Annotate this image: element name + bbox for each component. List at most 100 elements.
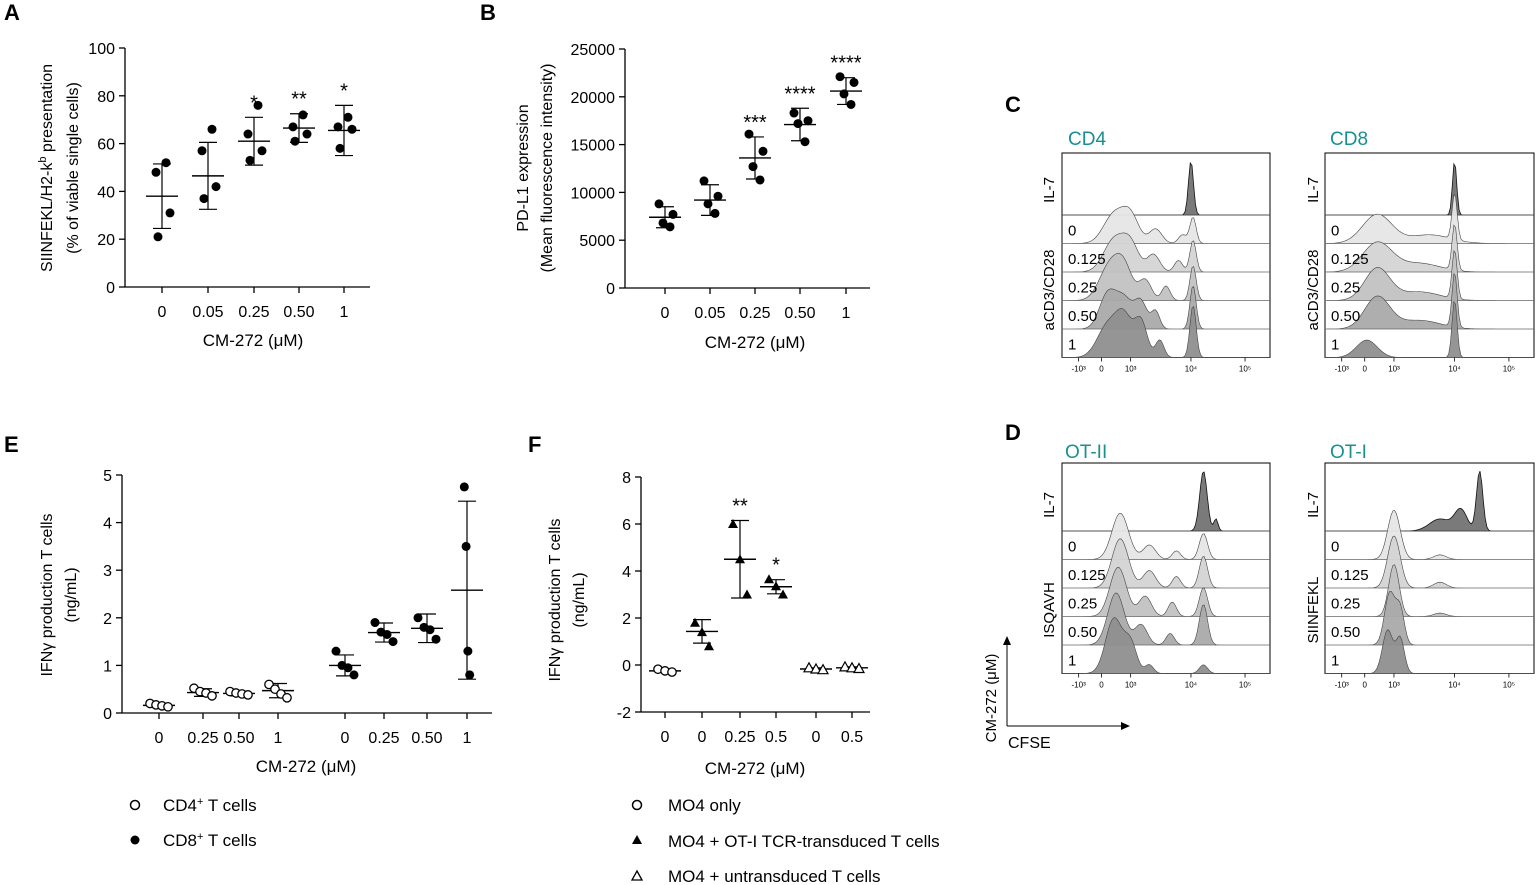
chart-f-point [778,589,788,599]
chart-b-xtick-label: 1 [842,305,851,322]
histD2-xtick-label: 10³ [1388,681,1400,690]
hist-c-cd8: 0 0.125 0.25 0.50 1 -10³ 0 10³ 10⁴ 10⁵ [1324,152,1535,374]
chart-f-point [802,661,816,673]
hist-d-left-title: OT-II [1065,442,1107,463]
chart-a-point [298,110,308,120]
histD2-xtick-label: -10³ [1335,681,1350,690]
chart-e-xtick-label: 0.50 [411,730,442,747]
histD1-row-label: 0.50 [1068,624,1097,641]
histD2-row-label: 0.50 [1331,624,1360,641]
hist-d-ot2: 0 0.125 0.25 0.50 1 -10³ 0 10³ 10⁴ 10⁵ [1061,462,1271,690]
chart-b-point [713,191,723,201]
histC1-row-label: 0.125 [1068,251,1106,268]
hist-c-left-side: aCD3/CD28 [1041,250,1058,331]
chart-f-point [838,660,852,672]
chart-f-point [809,662,823,674]
chart-a-significance: * [250,92,258,114]
legend-f-label-1: MO4 only [668,796,741,815]
hist-d-right-il7: IL-7 [1305,492,1322,518]
chart-a-xtick-label: 0.05 [192,304,223,321]
chart-e-point [463,646,473,656]
chart-e-point [461,541,471,551]
legend-f-label-2: MO4 + OT-I TCR-transduced T cells [668,832,940,851]
chart-a-xlabel: CM-272 (μM) [203,331,303,350]
legend-f-marker-2 [632,835,642,844]
chart-a-point [253,100,263,110]
chart-a-ylabel-2: (% of viable single cells) [65,82,82,254]
chart-f-xtick-label: 0.5 [765,729,787,746]
chart-b-ylabel-1: PD-L1 expression [515,104,532,231]
panel-label-f: F [528,432,541,457]
chart-f: IFNγ production T cells (ng/mL) CM-272 (… [547,470,940,885]
chart-f-point [816,663,830,675]
chart-a-point [343,112,353,122]
chart-a-ytick-label: 20 [97,232,115,249]
chart-b-point [699,176,709,186]
chart-e-point [465,670,475,680]
panel-label-b: B [480,0,496,25]
histC2-row-label: 0.25 [1331,280,1360,297]
hist-y-axis-label: CM-272 (μM) [983,654,1000,743]
chart-b-significance: **** [784,83,815,105]
chart-a-point [197,146,207,156]
histogram-panels: CD4 CD8 OT-II OT-I 0 0.125 0.25 0.50 1 -10³ 0 1… [983,129,1535,752]
chart-a-point [335,143,345,153]
legend-f-marker-3 [630,869,644,881]
chart-a-point [302,129,312,139]
hist-d-right-title: OT-I [1330,442,1367,463]
histD1-xtick-label: 10³ [1125,681,1137,690]
chart-f-point [704,641,714,651]
chart-b-ytick-label: 0 [606,281,615,298]
chart-e-ytick-label: 3 [103,563,112,580]
hist-c-right-il7: IL-7 [1305,177,1322,203]
chart-b-point [849,77,859,87]
chart-a-xtick-label: 1 [340,304,349,321]
histC2-xtick-label: 10⁴ [1448,365,1461,374]
legend-e-cd8-label: CD8+ T cells [163,831,257,850]
panel-label-c: C [1005,92,1021,117]
chart-f-xtick-label: 0 [698,729,707,746]
chart-f-point [728,519,738,528]
chart-f-point [697,627,707,637]
chart-f-point [764,574,774,584]
histC2-xtick-label: -10³ [1335,365,1350,374]
chart-e-ylabel-2: (ng/mL) [63,567,80,622]
histC2-row-label: 0 [1331,223,1339,240]
chart-a-significance: * [340,80,348,102]
chart-b-point [800,137,810,147]
chart-a-point [207,124,217,134]
chart-a-point [151,167,161,177]
histD2-row-label: 1 [1331,653,1339,670]
chart-f-ytick-label: 4 [622,564,631,581]
chart-b-xtick-label: 0 [661,305,670,322]
chart-f-xlabel: CM-272 (μM) [705,759,805,778]
chart-e-point [331,646,341,656]
chart-f-ylabel-1: IFNγ production T cells [547,518,564,681]
chart-b-point [710,208,720,218]
chart-b-point [793,119,803,129]
chart-e-point [349,670,359,680]
chart-a-point [245,155,255,165]
legend-e-cd8-marker [130,835,140,845]
histC1-xtick-label: 10⁴ [1185,365,1198,374]
chart-e-ytick-label: 2 [103,611,112,628]
histC1-row-label: 0.50 [1068,308,1097,325]
chart-a-point [257,146,267,156]
chart-f-point [771,581,781,591]
hist-d-ot1: 0 0.125 0.25 0.50 1 -10³ 0 10³ 10⁴ 10⁵ [1324,462,1535,690]
histC1-xtick-label: -10³ [1072,365,1087,374]
chart-a-point [347,124,357,134]
chart-b-point [835,72,845,82]
histC2-row-label: 0.125 [1331,251,1369,268]
hist-c-right-title: CD8 [1330,129,1368,150]
hist-c-right-side: aCD3/CD28 [1305,250,1322,331]
hist-c-left-il7: IL-7 [1041,177,1058,203]
chart-a-point [243,129,253,139]
chart-b-point [755,175,765,185]
chart-e-xtick-label: 0 [155,730,164,747]
chart-e-xtick-label: 0.25 [187,730,218,747]
legend-e-cd4-marker [129,799,141,811]
chart-a-ytick-label: 80 [97,89,115,106]
hist-d-left-il7: IL-7 [1041,492,1058,518]
chart-b-point [846,99,856,109]
